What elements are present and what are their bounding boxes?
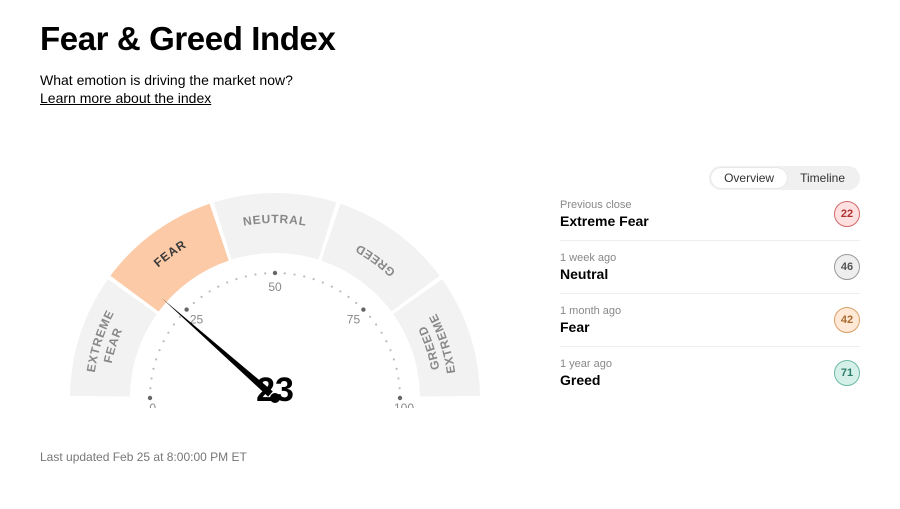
subtitle: What emotion is driving the market now? [40,72,860,88]
gauge-zone [214,193,337,260]
history-row: 1 week ago Neutral 46 [560,241,860,294]
gauge-dot [226,281,228,283]
gauge-dot [158,349,160,351]
gauge-dot [293,273,295,275]
gauge-dot [399,387,401,389]
gauge-dot [179,316,181,318]
gauge-dot [339,290,341,292]
history-row: 1 year ago Greed 71 [560,347,860,399]
gauge-dot [167,332,169,334]
last-updated: Last updated Feb 25 at 8:00:00 PM ET [40,450,510,464]
gauge-dot [264,272,266,274]
learn-more-link[interactable]: Learn more about the index [40,90,211,106]
gauge-dot [200,296,202,298]
gauge-dot [152,368,154,370]
tabs: Overview Timeline [709,166,860,190]
history-label: 1 week ago [560,252,616,264]
gauge-dot [273,271,277,275]
gauge-dot [369,316,371,318]
gauge-tick-label: 100 [394,401,414,408]
gauge-dot [245,275,247,277]
gauge-dot [150,377,152,379]
gauge-dot [148,396,152,400]
gauge-dot [398,396,402,400]
history-badge: 46 [834,254,860,280]
gauge-dot [355,302,357,304]
gauge-dot [254,273,256,275]
gauge-tick-label: 75 [347,313,361,327]
history-panel: Previous close Extreme Fear 22 1 week ago Ne… [560,158,860,464]
gauge-dot [347,296,349,298]
gauge-dot [193,302,195,304]
tab-timeline[interactable]: Timeline [787,168,858,188]
gauge-value: 23 [256,371,294,410]
history-row: Previous close Extreme Fear 22 [560,188,860,241]
gauge-dot [322,281,324,283]
gauge-dot [313,278,315,280]
gauge-dot [163,340,165,342]
gauge-dot [235,278,237,280]
gauge-dot [361,307,365,311]
gauge-dot [173,323,175,325]
history-row: 1 month ago Fear 42 [560,294,860,347]
gauge-dot [397,377,399,379]
gauge-dot [303,275,305,277]
history-badge: 22 [834,201,860,227]
history-badge: 42 [834,307,860,333]
history-badge: 71 [834,360,860,386]
gauge-dot [184,307,188,311]
gauge-tick-label: 50 [268,280,282,294]
gauge-dot [389,349,391,351]
gauge-dot [395,368,397,370]
history-emotion: Fear [560,319,621,335]
gauge-dot [380,332,382,334]
history-label: Previous close [560,199,649,211]
gauge-tick-label: 0 [149,401,156,408]
gauge-dot [375,323,377,325]
gauge-dot [209,290,211,292]
history-label: 1 year ago [560,358,612,370]
gauge-dot [393,358,395,360]
page-title: Fear & Greed Index [40,20,860,58]
gauge-dot [385,340,387,342]
history-emotion: Neutral [560,266,616,282]
tab-overview[interactable]: Overview [711,168,787,188]
gauge: EXTREMEFEARFEARNEUTRALGREEDEXTREMEGREED0… [40,158,510,448]
gauge-dot [217,286,219,288]
history-emotion: Greed [560,372,612,388]
history-emotion: Extreme Fear [560,213,649,229]
gauge-dot [149,387,151,389]
history-label: 1 month ago [560,305,621,317]
gauge-dot [155,358,157,360]
gauge-dot [284,272,286,274]
gauge-dot [331,286,333,288]
